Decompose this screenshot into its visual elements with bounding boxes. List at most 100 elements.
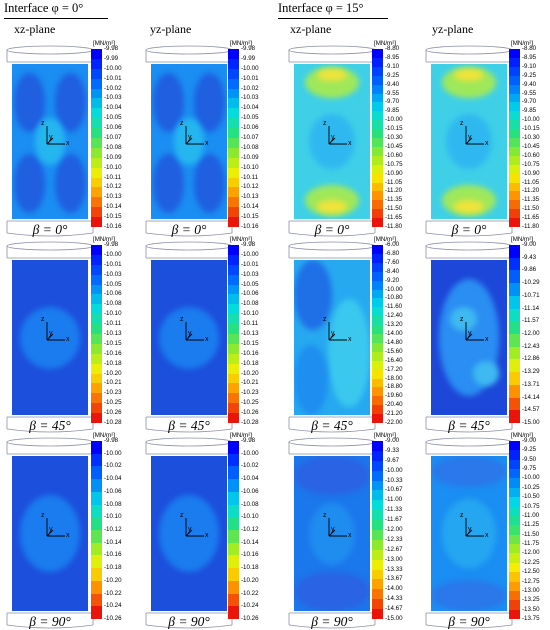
legend-tick-label: -10.11 (104, 320, 122, 328)
legend-swatch (91, 413, 102, 424)
legend-swatch (372, 218, 383, 228)
stress-contour (431, 456, 507, 487)
legend-tick-label: -10.03 (104, 94, 122, 102)
legend-swatch (91, 568, 102, 582)
legend-swatch (228, 453, 239, 467)
legend-swatch (372, 599, 383, 610)
legend-swatch (91, 542, 102, 556)
legend-tick-label: -10.71 (522, 291, 540, 299)
legend-swatch (372, 450, 383, 462)
legend-tick-label: -10.07 (104, 134, 122, 141)
axes-triad (185, 322, 204, 341)
legend-tick-label: -10.12 (104, 526, 122, 533)
legend-tick-label: -10.06 (241, 487, 259, 495)
legend-swatch (91, 343, 102, 355)
legend-tick-label: -10.12 (241, 526, 259, 533)
beta-label-text: β = 0° (451, 222, 487, 237)
legend-swatch (509, 590, 520, 601)
legend-swatch (509, 257, 520, 271)
legend-tick-label: -10.24 (104, 602, 122, 610)
legend-tick-label: -10.00 (241, 449, 259, 457)
beta-label: β = 90° (288, 614, 376, 630)
beta-label-text: β = 0° (314, 222, 350, 237)
legend-swatch (509, 66, 520, 77)
axis-label-y: y (49, 330, 53, 337)
legend-swatch (228, 68, 239, 80)
legend-tick-label: -11.67 (385, 516, 403, 524)
legend-tick-label: -9.70 (385, 98, 400, 106)
legend-swatch (509, 441, 520, 451)
legend-swatch (509, 534, 520, 545)
legend-swatch (91, 138, 102, 149)
legend-tick-label: -9.85 (522, 107, 537, 115)
legend-tick-label: -10.13 (104, 330, 122, 337)
legend-tick-label: -10.08 (241, 143, 259, 151)
axis-label-z: z (323, 316, 327, 323)
legend-swatch (372, 369, 383, 379)
legend-swatch (91, 177, 102, 188)
axis-label-z: z (41, 512, 45, 519)
legend-tick-label: -10.03 (104, 270, 122, 278)
axis-label-z: z (323, 120, 327, 127)
legend-swatch (228, 245, 239, 256)
legend-tick-label: -11.57 (522, 317, 540, 325)
legend-tick-label: -10.02 (104, 462, 122, 470)
legend-swatch (372, 414, 383, 424)
legend-tick-label: -12.00 (522, 330, 540, 337)
legend-swatch (228, 274, 239, 286)
legend-tick-label: -10.15 (104, 339, 122, 347)
legend-swatch (509, 506, 520, 517)
legend-swatch (509, 173, 520, 183)
legend-swatch (372, 441, 383, 452)
legend-tick-label: -9.70 (522, 98, 537, 106)
legend-tick-label: -10.90 (385, 169, 403, 177)
legend-swatch (509, 182, 520, 192)
legend-tick-label: -10.01 (241, 74, 259, 82)
legend-tick-label: -11.65 (385, 214, 403, 222)
beta-label: β = 0° (6, 222, 94, 238)
legend-swatch (509, 191, 520, 201)
legend-tick-label: -12.25 (522, 558, 540, 566)
legend-tick-label: -10.16 (104, 349, 122, 357)
legend-tick-label: -10.02 (241, 84, 259, 92)
legend-tick-label: -10.07 (241, 134, 259, 141)
plane-label-xz: xz-plane (14, 22, 56, 36)
legend-tick-label: -10.12 (104, 183, 122, 191)
legend-swatch (372, 579, 383, 590)
legend-tick-label: -9.98 (241, 45, 256, 52)
legend-swatch (509, 478, 520, 489)
axis-label-z: z (180, 316, 184, 323)
legend-swatch (91, 274, 102, 286)
legend-tick-label: -10.67 (385, 486, 403, 494)
legend-swatch (228, 264, 239, 276)
legend-tick-label: -10.18 (241, 564, 259, 572)
legend-tick-label: -9.25 (385, 71, 400, 79)
legend-swatch (372, 298, 383, 308)
legend-swatch (509, 515, 520, 526)
stress-contour (328, 298, 370, 408)
legend-swatch (91, 606, 102, 620)
legend-swatch (509, 346, 520, 360)
legend-tick-label: -10.16 (241, 551, 259, 559)
legend-tick-label: -9.55 (385, 89, 400, 97)
legend-swatch (228, 187, 239, 198)
legend-tick-label: -10.18 (104, 359, 122, 367)
legend-swatch (509, 562, 520, 573)
legend-unit: [MN/m²] (230, 40, 252, 47)
legend-swatch (372, 342, 383, 353)
legend-swatch (228, 78, 239, 90)
legend-tick-label: -13.50 (522, 605, 540, 613)
legend-swatch (228, 118, 239, 129)
legend-tick-label: -10.00 (104, 64, 122, 72)
legend-tick-label: -10.90 (522, 169, 540, 177)
legend-swatch (509, 111, 520, 121)
legend-tick-label: -11.80 (522, 223, 540, 230)
legend-swatch (228, 530, 239, 544)
legend-tick-label: -10.00 (385, 466, 403, 474)
beta-label-text: β = 0° (32, 222, 68, 237)
legend-tick-label: -9.40 (385, 80, 400, 88)
color-legend (228, 245, 239, 424)
legend-swatch (372, 173, 383, 183)
legend-swatch (228, 413, 239, 424)
legend-tick-label: -10.26 (241, 409, 259, 417)
